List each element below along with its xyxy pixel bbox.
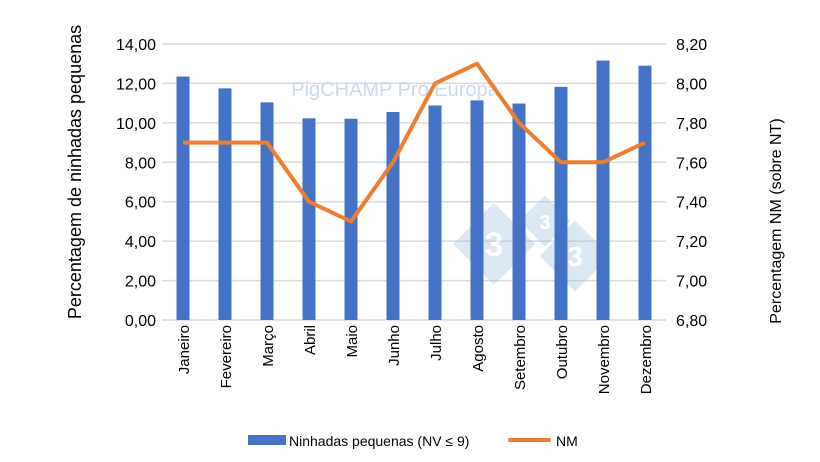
y-tick-label: 0,00 <box>125 313 156 330</box>
x-tick-label: Junho <box>386 325 403 366</box>
bar-series <box>176 60 652 321</box>
x-tick-label: Março <box>260 325 277 367</box>
y-tick-label: 14,00 <box>116 37 156 54</box>
nm-line <box>183 61 646 224</box>
bar <box>302 118 316 320</box>
x-tick-label: Janeiro <box>176 325 193 374</box>
x-tick-label: Julho <box>428 325 445 361</box>
bar <box>176 76 190 321</box>
y-tick-label: 12,00 <box>116 76 156 93</box>
y-right-tick-label: 8,20 <box>676 37 707 54</box>
bar <box>554 86 568 320</box>
bar <box>428 105 442 320</box>
y-right-tick-label: 7,20 <box>676 234 707 251</box>
y-right-tick-label: 7,40 <box>676 195 707 212</box>
x-axis: Janeiro Fevereiro Março Abril Maio Junho Julho… <box>176 325 655 394</box>
svg-text:3: 3 <box>567 241 583 272</box>
x-tick-label: Maio <box>344 325 361 358</box>
bar <box>470 100 484 320</box>
x-tick-label: Fevereiro <box>218 325 235 388</box>
y-right-tick-label: 7,60 <box>676 155 707 172</box>
y-axis-left: 0,00 2,00 4,00 6,00 8,00 10,00 12,00 14,00 <box>116 37 156 330</box>
bar <box>512 103 526 320</box>
y-right-tick-label: 7,00 <box>676 274 707 291</box>
y-axis-title-left: Percentagem de ninhadas pequenas <box>65 25 85 319</box>
svg-text:3: 3 <box>485 226 504 264</box>
bar <box>260 102 274 321</box>
bar <box>596 60 610 321</box>
y-tick-label: 2,00 <box>125 274 156 291</box>
legend-label-line: NM <box>556 433 578 449</box>
y-right-tick-label: 8,00 <box>676 76 707 93</box>
svg-text:3: 3 <box>539 212 550 234</box>
y-right-tick-label: 7,80 <box>676 116 707 133</box>
y-axis-right: 6,80 7,00 7,20 7,40 7,60 7,80 8,00 8,20 <box>676 37 707 330</box>
bar <box>218 88 232 320</box>
legend-swatch-bars <box>248 435 286 445</box>
legend: Ninhadas pequenas (NV ≤ 9) NM <box>248 433 578 449</box>
bar <box>386 112 400 320</box>
bar <box>638 65 652 320</box>
x-tick-label: Outubro <box>554 325 571 379</box>
x-tick-label: Novembro <box>596 325 613 394</box>
y-tick-label: 8,00 <box>125 155 156 172</box>
legend-label-bars: Ninhadas pequenas (NV ≤ 9) <box>289 433 469 449</box>
y-right-tick-label: 6,80 <box>676 313 707 330</box>
x-tick-label: Abril <box>302 325 319 355</box>
y-tick-label: 6,00 <box>125 195 156 212</box>
watermark: PigCHAMP Pro Europa <box>291 79 499 101</box>
line-series <box>182 61 646 224</box>
y-axis-title-right: Percentagem NM (sobre NT) <box>768 118 785 323</box>
y-tick-label: 10,00 <box>116 116 156 133</box>
x-tick-label: Agosto <box>470 325 487 372</box>
y-tick-label: 4,00 <box>125 234 156 251</box>
x-tick-label: Setembro <box>512 325 529 390</box>
x-tick-label: Dezembro <box>638 325 655 394</box>
